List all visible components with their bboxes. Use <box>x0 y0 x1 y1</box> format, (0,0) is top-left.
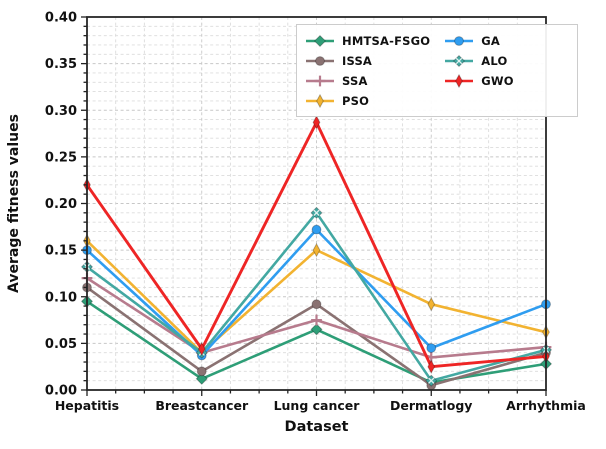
legend-item-issa: ISSA <box>305 52 430 69</box>
y-tick-label: 0.00 <box>45 384 77 399</box>
legend-label: HMTSA-FSGO <box>342 33 431 48</box>
axes: 0.00 0.05 0.10 0.15 0.20 0.25 0.30 0.35 0.40 Hepa… <box>6 11 586 436</box>
ssa-marker-icon <box>306 75 334 86</box>
x-tick-label: Arrhythmia <box>506 398 586 413</box>
gwo-marker-icon <box>445 73 474 88</box>
y-tick-label: 0.15 <box>45 244 77 259</box>
alo-marker-icon <box>445 54 474 67</box>
y-tick-label: 0.05 <box>45 337 77 352</box>
legend-item-pso: PSO <box>305 92 430 109</box>
y-tick-label: 0.20 <box>45 197 77 212</box>
x-tick-label: Breastcancer <box>155 398 249 413</box>
legend-item-alo: ALO <box>444 52 514 69</box>
x-tick-label: Dermatlogy <box>390 398 472 413</box>
y-tick-label: 0.25 <box>45 150 77 165</box>
legend-column-left: HMTSA-FSGO ISSA SSA PSO <box>305 32 430 109</box>
y-tick-label: 0.35 <box>45 57 77 72</box>
legend-label: GA <box>481 33 500 48</box>
legend-label: ISSA <box>342 53 373 68</box>
legend-item-gwo: GWO <box>444 72 514 89</box>
series-issa <box>82 282 551 391</box>
legend-column-right: GA ALO GWO <box>444 32 514 109</box>
legend-label: ALO <box>481 53 508 68</box>
x-tick-label: Hepatitis <box>55 398 119 413</box>
legend-item-ssa: SSA <box>305 72 430 89</box>
legend-label: PSO <box>342 93 370 108</box>
y-tick-label: 0.30 <box>45 104 77 119</box>
issa-marker-icon <box>306 55 334 66</box>
legend-item-hmtsa-fsgo: HMTSA-FSGO <box>305 32 430 49</box>
hmtsa-fsgo-marker-icon <box>306 34 334 47</box>
legend: HMTSA-FSGO ISSA SSA PSO GA ALO <box>296 24 578 117</box>
legend-label: SSA <box>342 73 368 88</box>
y-tick-label: 0.10 <box>45 290 77 305</box>
legend-label: GWO <box>481 73 514 88</box>
ga-marker-icon <box>445 35 474 46</box>
y-tick-label: 0.40 <box>45 11 77 26</box>
x-axis-title: Dataset <box>285 419 349 435</box>
x-tick-label: Lung cancer <box>274 398 361 413</box>
pso-marker-icon <box>306 93 334 108</box>
y-axis-title: Average fitness values <box>6 114 22 293</box>
legend-item-ga: GA <box>444 32 514 49</box>
